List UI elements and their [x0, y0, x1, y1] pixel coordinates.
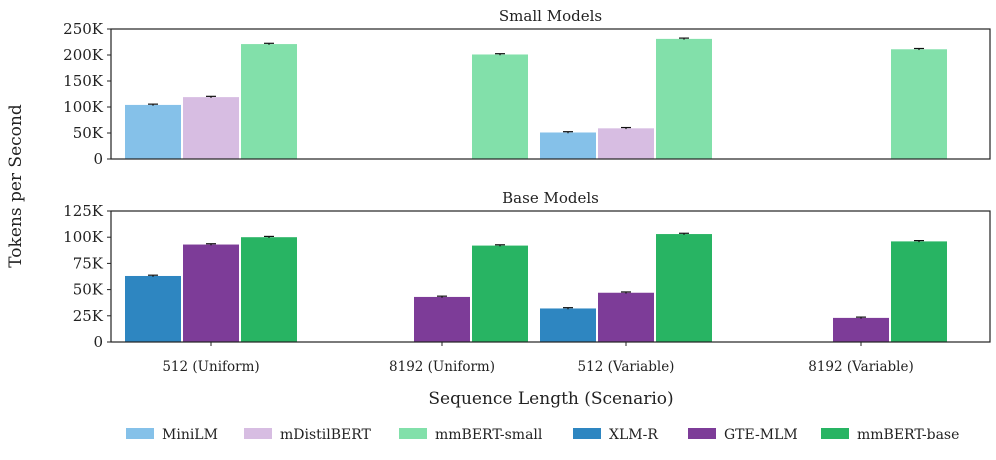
- legend-label: MiniLM: [162, 427, 218, 443]
- bar-gte-mlm-0: [183, 244, 239, 342]
- y-tick-label: 0: [93, 333, 103, 351]
- y-tick-label: 100K: [63, 98, 104, 116]
- legend-label: mmBERT-base: [857, 427, 959, 443]
- y-tick-label: 250K: [63, 20, 104, 38]
- panel-base-models: Base Models 0 25K 50K 75K 100K 125K: [63, 189, 991, 351]
- y-tick-label: 75K: [73, 254, 104, 272]
- legend-swatch-minilm: [126, 428, 154, 439]
- y-tick-label: 125K: [63, 202, 104, 220]
- bar-mmbert-small-3: [891, 49, 947, 159]
- legend-label: XLM-R: [609, 427, 658, 443]
- bar-mmbert-base-2: [656, 234, 712, 342]
- legend-swatch-mmbert-small: [399, 428, 427, 439]
- x-tick-label: 512 (Variable): [578, 359, 675, 375]
- y-tick-label: 200K: [63, 46, 104, 64]
- y-tick-label: 25K: [73, 307, 104, 325]
- y-tick-label: 0: [93, 150, 103, 168]
- legend-label: GTE-MLM: [724, 427, 798, 443]
- y-tick-label: 50K: [73, 281, 104, 299]
- plot-frame: [110, 28, 991, 160]
- panel-small-models: Small Models 0 50K 100K 150K 200K 250K: [63, 7, 991, 168]
- legend-label: mmBERT-small: [435, 427, 543, 443]
- bar-minilm-2: [540, 132, 596, 159]
- bar-xlm-r-0: [125, 275, 181, 342]
- bar-mmbert-base-0: [241, 237, 297, 342]
- bar-mmbert-base-1: [472, 245, 528, 342]
- x-tick-label: 8192 (Variable): [808, 359, 914, 375]
- bar-gte-mlm-1: [414, 296, 470, 342]
- x-tick-label: 8192 (Uniform): [389, 359, 495, 375]
- bar-xlm-r-2: [540, 308, 596, 342]
- legend: MiniLM mDistilBERT mmBERT-small XLM-R GTE-ML…: [126, 427, 959, 443]
- plot-frame: [110, 210, 991, 343]
- bar-gte-mlm-2: [598, 292, 654, 342]
- bar-gte-mlm-3: [833, 317, 889, 342]
- y-tick-label: 150K: [63, 72, 104, 90]
- y-tick-label: 100K: [63, 228, 104, 246]
- y-tick-label: 50K: [73, 124, 104, 142]
- bar-mmbert-base-3: [891, 241, 947, 342]
- bar-mdistilbert-0: [183, 97, 239, 159]
- bar-minilm-0: [125, 104, 181, 159]
- panel-title: Small Models: [499, 7, 602, 25]
- bar-mmbert-small-0: [241, 44, 297, 159]
- x-tick-label: 512 (Uniform): [162, 359, 259, 375]
- legend-swatch-mmbert-base: [821, 428, 849, 439]
- y-axis-label: Tokens per Second: [6, 104, 26, 268]
- panel-title: Base Models: [502, 189, 599, 207]
- bar-mmbert-small-2: [656, 38, 712, 159]
- bar-mdistilbert-2: [598, 128, 654, 159]
- legend-swatch-mdistilbert: [244, 428, 272, 439]
- legend-swatch-xlm-r: [573, 428, 601, 439]
- bar-mmbert-small-1: [472, 54, 528, 160]
- x-axis-label: Sequence Length (Scenario): [428, 389, 673, 409]
- legend-label: mDistilBERT: [280, 427, 372, 443]
- legend-swatch-gte-mlm: [688, 428, 716, 439]
